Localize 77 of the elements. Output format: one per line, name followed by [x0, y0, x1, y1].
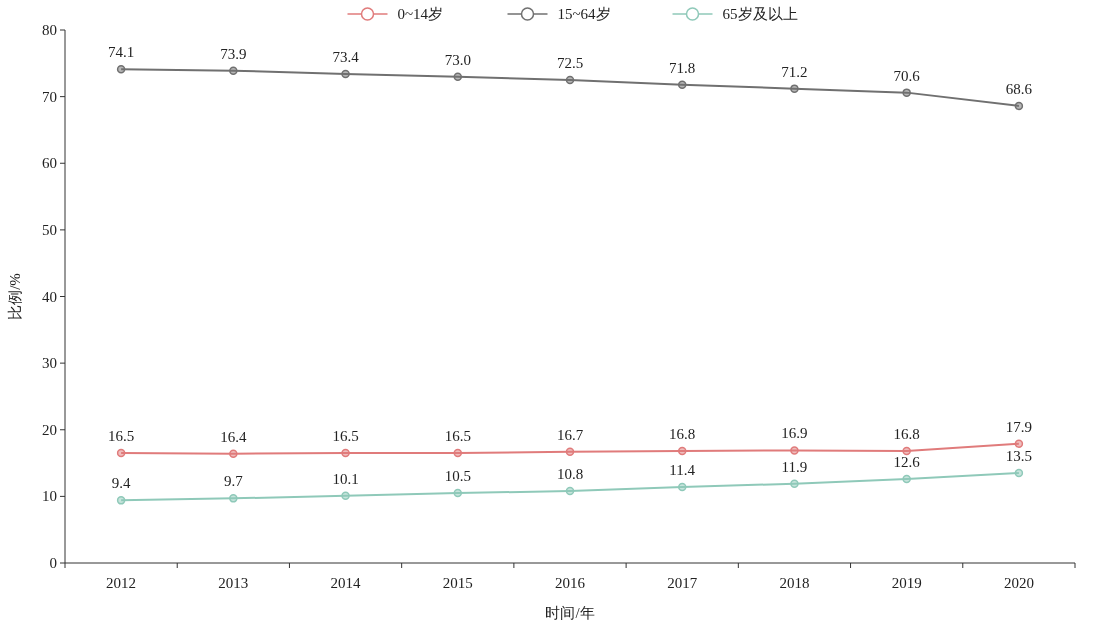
point [116, 496, 126, 505]
data-label: 70.6 [893, 67, 921, 84]
y-axis-title: 比例/% [7, 273, 23, 320]
y-tick-label: 0 [49, 555, 57, 571]
y-tick-label: 10 [42, 488, 57, 505]
point [453, 448, 463, 458]
data-label: 71.8 [669, 59, 696, 76]
point [790, 84, 799, 93]
point [341, 448, 350, 458]
point [565, 486, 575, 496]
x-tick-label: 2016 [555, 575, 586, 591]
point [565, 75, 575, 85]
y-tick-label: 80 [42, 22, 57, 38]
data-label: 16.7 [556, 426, 584, 443]
data-label: 73.4 [332, 48, 360, 65]
point [341, 69, 350, 79]
x-tick-label: 2014 [330, 575, 362, 591]
data-label: 11.4 [669, 462, 696, 479]
data-label: 73.0 [444, 51, 471, 68]
legend-label: 0~14岁 [397, 6, 444, 22]
data-label: 10.1 [332, 470, 359, 487]
point [565, 447, 575, 456]
data-label: 9.7 [223, 473, 244, 490]
data-label: 16.5 [444, 428, 471, 445]
point [453, 488, 463, 498]
data-label: 16.8 [893, 426, 920, 443]
point [229, 66, 238, 75]
point [677, 446, 687, 456]
y-tick-label: 50 [42, 221, 57, 238]
x-axis-title: 时间/年 [545, 605, 595, 621]
point [1014, 101, 1024, 111]
point [116, 65, 126, 74]
y-tick-label: 40 [42, 288, 57, 305]
point [677, 80, 687, 89]
data-label: 11.9 [781, 458, 808, 475]
point [229, 449, 238, 458]
legend-label: 15~64岁 [557, 6, 611, 22]
x-tick-label: 2015 [442, 575, 473, 591]
point [229, 494, 238, 503]
point [341, 491, 350, 500]
point [677, 482, 687, 492]
data-label: 9.4 [111, 475, 131, 492]
data-label: 16.5 [332, 428, 359, 445]
legend-label: 65岁及以上 [722, 6, 798, 22]
y-tick-label: 60 [42, 155, 57, 172]
point [790, 479, 799, 488]
x-tick-label: 2013 [218, 575, 249, 591]
data-label: 71.2 [781, 63, 808, 80]
data-label: 12.6 [893, 454, 921, 471]
point [902, 88, 911, 97]
point [116, 448, 126, 458]
x-tick-label: 2012 [106, 575, 137, 591]
y-tick-label: 20 [42, 421, 57, 438]
x-tick-label: 2017 [667, 575, 698, 591]
data-label: 16.9 [781, 425, 808, 442]
data-label: 73.9 [220, 45, 247, 62]
data-label: 68.6 [1005, 80, 1033, 97]
y-tick-label: 70 [42, 88, 57, 105]
data-label: 74.1 [107, 44, 135, 61]
point [1014, 439, 1024, 448]
point [1014, 468, 1024, 478]
x-tick-label: 2018 [779, 575, 810, 591]
data-label: 16.8 [669, 426, 696, 443]
point [902, 446, 911, 456]
x-tick-label: 2020 [1003, 575, 1034, 591]
point [790, 446, 799, 455]
data-label: 72.5 [556, 54, 584, 71]
data-label: 16.4 [220, 428, 247, 445]
data-label: 16.5 [107, 428, 135, 445]
point [902, 474, 911, 484]
x-tick-label: 2019 [891, 575, 922, 591]
point [453, 72, 463, 81]
data-label: 13.5 [1005, 448, 1033, 465]
data-label: 17.9 [1005, 418, 1033, 435]
y-tick-label: 30 [42, 355, 57, 372]
data-label: 10.5 [444, 468, 471, 485]
data-label: 10.8 [556, 466, 584, 483]
